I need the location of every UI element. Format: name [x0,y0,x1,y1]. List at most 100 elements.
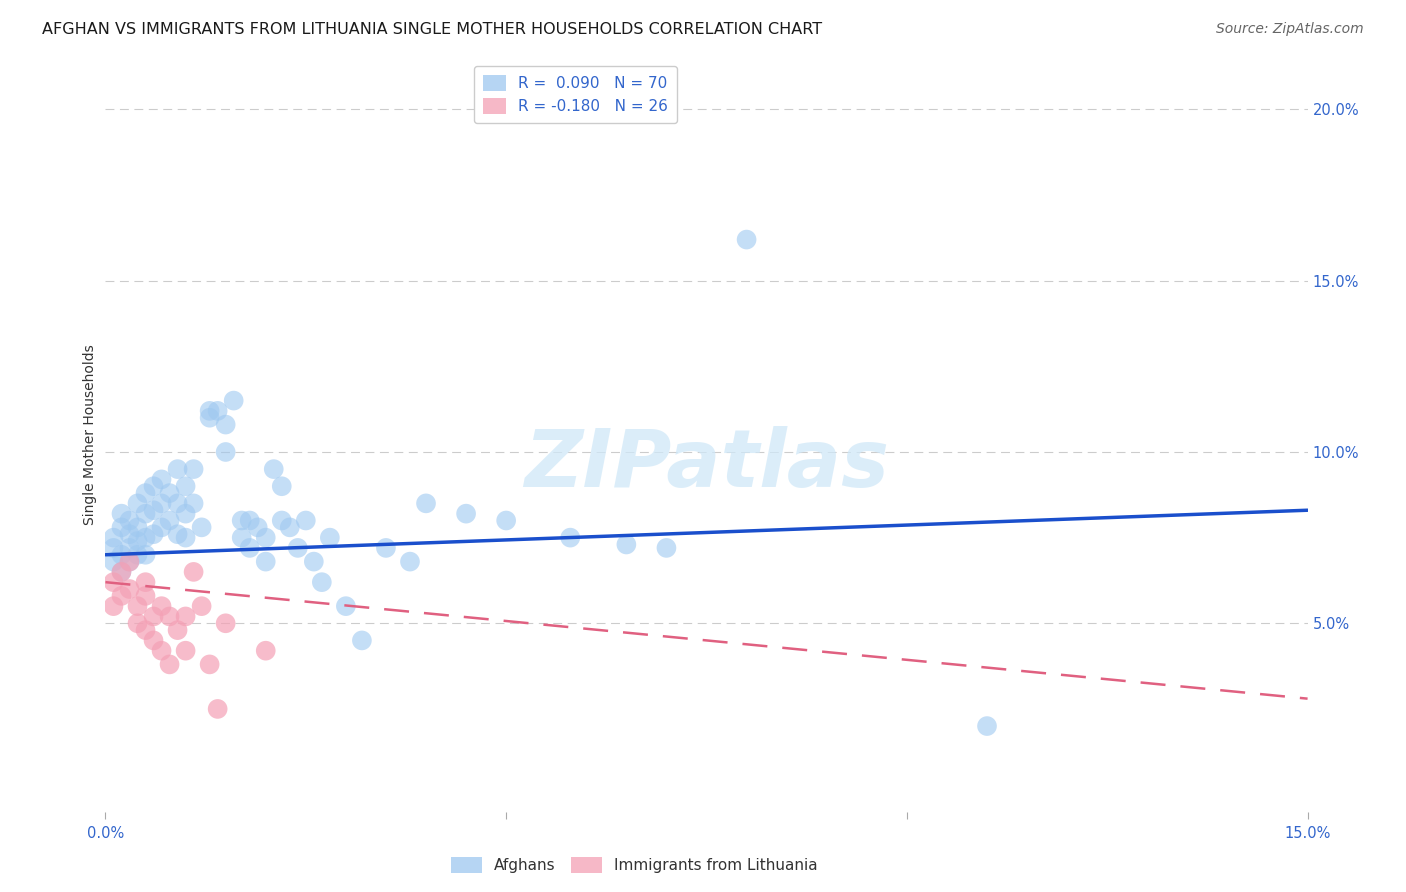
Point [190,599,212,614]
Point [166,462,188,476]
Point [166,496,188,510]
Point [231,531,253,545]
Point [103,531,125,545]
Point [159,657,181,672]
Point [735,233,758,247]
Point [166,623,188,637]
Point [135,623,157,637]
Point [135,589,157,603]
Point [270,514,292,528]
Point [127,616,149,631]
Point [142,609,165,624]
Point [150,496,173,510]
Point [135,486,157,500]
Point [319,531,342,545]
Point [214,445,236,459]
Point [302,555,325,569]
Point [150,599,173,614]
Point [616,537,638,551]
Point [174,643,197,657]
Point [270,479,292,493]
Point [560,531,582,545]
Point [246,520,269,534]
Point [254,643,277,657]
Point [110,507,132,521]
Point [976,719,998,733]
Point [110,520,132,534]
Point [174,609,197,624]
Point [159,514,181,528]
Point [655,541,678,555]
Point [239,514,262,528]
Point [183,462,205,476]
Point [127,520,149,534]
Point [110,548,132,562]
Point [118,514,141,528]
Point [135,575,157,590]
Point [127,599,149,614]
Point [118,582,141,596]
Point [142,479,165,493]
Point [142,527,165,541]
Point [495,514,517,528]
Point [127,548,149,562]
Point [183,496,205,510]
Point [207,404,229,418]
Point [150,520,173,534]
Point [103,599,125,614]
Y-axis label: Single Mother Households: Single Mother Households [83,344,97,525]
Point [214,417,236,432]
Point [103,555,125,569]
Point [198,410,221,425]
Point [278,520,301,534]
Point [127,496,149,510]
Point [198,657,221,672]
Point [118,527,141,541]
Point [214,616,236,631]
Point [335,599,357,614]
Point [142,633,165,648]
Point [198,404,221,418]
Point [231,514,253,528]
Point [399,555,422,569]
Point [311,575,333,590]
Point [166,527,188,541]
Text: Source: ZipAtlas.com: Source: ZipAtlas.com [1216,22,1364,37]
Point [454,507,477,521]
Point [239,541,262,555]
Text: ZIPatlas: ZIPatlas [524,426,889,504]
Point [142,503,165,517]
Point [295,514,318,528]
Point [135,531,157,545]
Point [263,462,285,476]
Point [174,479,197,493]
Text: AFGHAN VS IMMIGRANTS FROM LITHUANIA SINGLE MOTHER HOUSEHOLDS CORRELATION CHART: AFGHAN VS IMMIGRANTS FROM LITHUANIA SING… [42,22,823,37]
Point [150,643,173,657]
Point [174,531,197,545]
Point [110,589,132,603]
Point [118,555,141,569]
Point [183,565,205,579]
Point [207,702,229,716]
Point [135,548,157,562]
Point [110,565,132,579]
Point [150,472,173,486]
Point [103,575,125,590]
Point [103,541,125,555]
Point [127,534,149,549]
Point [135,507,157,521]
Point [254,555,277,569]
Point [374,541,398,555]
Point [174,507,197,521]
Point [159,609,181,624]
Point [350,633,373,648]
Point [118,541,141,555]
Point [118,555,141,569]
Legend: Afghans, Immigrants from Lithuania: Afghans, Immigrants from Lithuania [446,851,824,880]
Point [222,393,245,408]
Point [159,486,181,500]
Point [190,520,212,534]
Point [415,496,437,510]
Point [254,531,277,545]
Point [287,541,309,555]
